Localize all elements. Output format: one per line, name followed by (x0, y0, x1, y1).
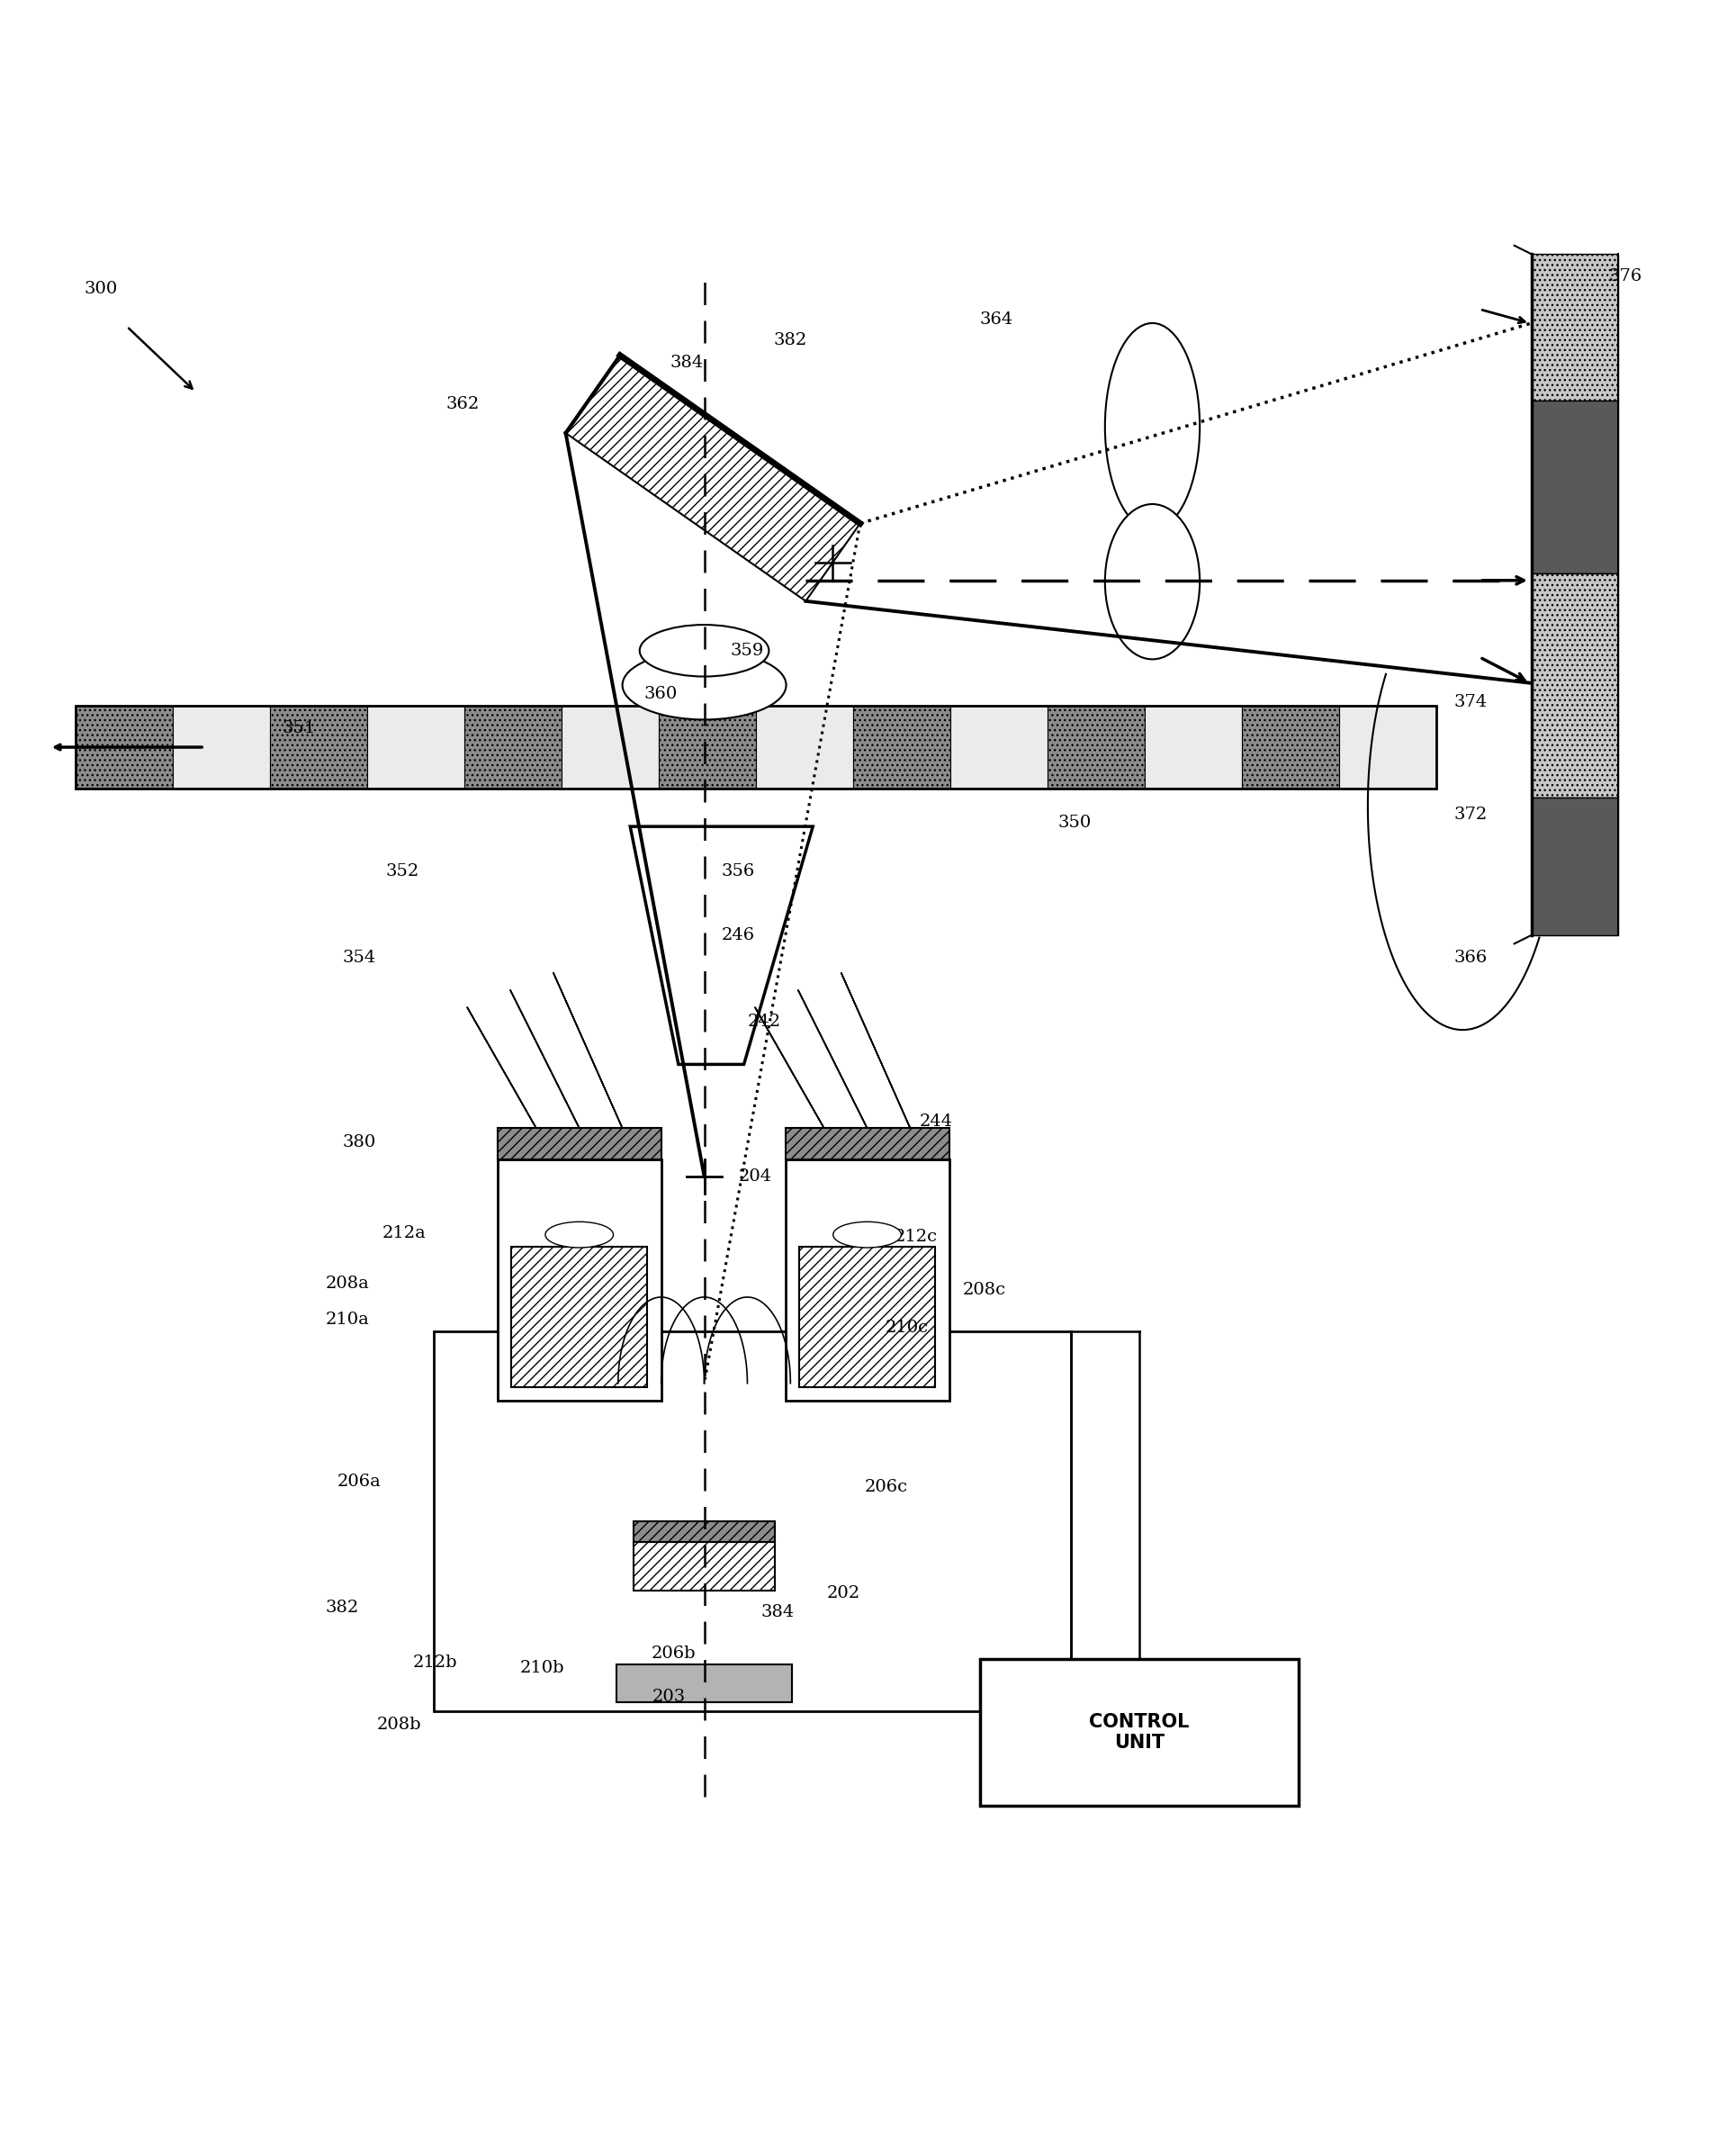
Bar (464, 706, 561, 788)
Bar (658, 706, 755, 788)
Ellipse shape (1106, 324, 1200, 530)
Bar (785, 1129, 950, 1159)
Bar (951, 706, 1049, 788)
Text: 210a: 210a (325, 1311, 370, 1328)
Bar (498, 1159, 661, 1401)
Text: 208b: 208b (377, 1717, 422, 1732)
Polygon shape (1531, 401, 1618, 573)
Bar (981, 1659, 1299, 1805)
Text: 242: 242 (748, 1013, 781, 1030)
Bar (510, 1247, 648, 1386)
Bar (498, 1129, 661, 1159)
Polygon shape (1531, 573, 1618, 796)
Text: 212c: 212c (894, 1230, 937, 1245)
Bar (1049, 706, 1146, 788)
Text: 300: 300 (83, 281, 118, 296)
Ellipse shape (639, 624, 769, 676)
Bar (75, 706, 1437, 788)
Bar (75, 706, 172, 788)
Bar (1146, 706, 1243, 788)
Text: CONTROL
UNIT: CONTROL UNIT (1088, 1713, 1189, 1751)
Text: 208c: 208c (963, 1281, 1007, 1298)
Text: 359: 359 (731, 642, 764, 659)
Text: 376: 376 (1609, 268, 1642, 285)
Polygon shape (1531, 796, 1618, 936)
Bar (799, 1247, 936, 1386)
Text: 206a: 206a (337, 1474, 380, 1489)
Bar (561, 706, 658, 788)
Text: 204: 204 (740, 1167, 773, 1185)
Text: 246: 246 (722, 927, 755, 944)
Text: 208a: 208a (325, 1275, 370, 1292)
Text: 352: 352 (385, 863, 418, 880)
Bar (172, 706, 269, 788)
Bar (785, 1159, 950, 1401)
Text: 210c: 210c (885, 1320, 929, 1337)
Text: 364: 364 (981, 311, 1014, 328)
Text: 212a: 212a (382, 1225, 425, 1240)
Ellipse shape (1106, 504, 1200, 659)
Text: 360: 360 (644, 685, 677, 702)
Text: 362: 362 (446, 397, 479, 412)
Bar (1340, 706, 1437, 788)
Ellipse shape (545, 1221, 613, 1247)
Text: 384: 384 (760, 1605, 795, 1620)
Polygon shape (1531, 253, 1618, 401)
Text: 202: 202 (826, 1586, 859, 1601)
Text: 382: 382 (773, 333, 807, 348)
Bar (852, 706, 951, 788)
Bar (755, 706, 852, 788)
Bar (434, 1331, 1071, 1710)
Bar (634, 1522, 774, 1543)
Bar (366, 706, 464, 788)
Text: 366: 366 (1455, 949, 1488, 966)
Text: 356: 356 (722, 863, 755, 880)
Text: 382: 382 (325, 1599, 359, 1616)
Text: 351: 351 (281, 721, 316, 736)
Text: 372: 372 (1455, 807, 1488, 822)
Bar (1243, 706, 1340, 788)
Bar (616, 1665, 792, 1702)
Ellipse shape (833, 1221, 901, 1247)
Ellipse shape (623, 650, 786, 719)
Text: 206c: 206c (865, 1479, 908, 1496)
Bar (269, 706, 366, 788)
Bar (634, 1543, 774, 1590)
Text: 380: 380 (342, 1133, 377, 1150)
Polygon shape (630, 826, 812, 1064)
Text: 244: 244 (920, 1114, 953, 1129)
Polygon shape (566, 356, 859, 601)
Text: 203: 203 (653, 1689, 686, 1706)
Text: 350: 350 (1057, 815, 1092, 831)
Text: 354: 354 (342, 949, 377, 966)
Text: 396: 396 (1097, 1777, 1130, 1794)
Text: 384: 384 (670, 354, 703, 371)
Text: 210b: 210b (519, 1659, 564, 1676)
Text: 212b: 212b (413, 1655, 458, 1672)
Text: 374: 374 (1455, 695, 1488, 710)
Text: 206b: 206b (651, 1646, 696, 1661)
